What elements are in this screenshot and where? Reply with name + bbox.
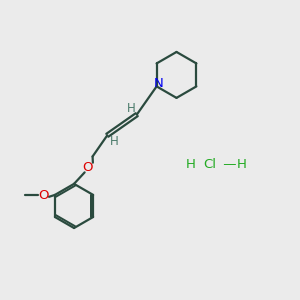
Text: H: H bbox=[110, 135, 118, 148]
Text: O: O bbox=[38, 189, 48, 202]
Text: H: H bbox=[237, 158, 247, 171]
Text: H: H bbox=[186, 158, 196, 171]
Text: Cl: Cl bbox=[203, 158, 216, 171]
Text: N: N bbox=[154, 77, 164, 90]
Text: O: O bbox=[82, 160, 93, 174]
Text: H: H bbox=[128, 102, 136, 115]
Text: —: — bbox=[219, 158, 241, 171]
